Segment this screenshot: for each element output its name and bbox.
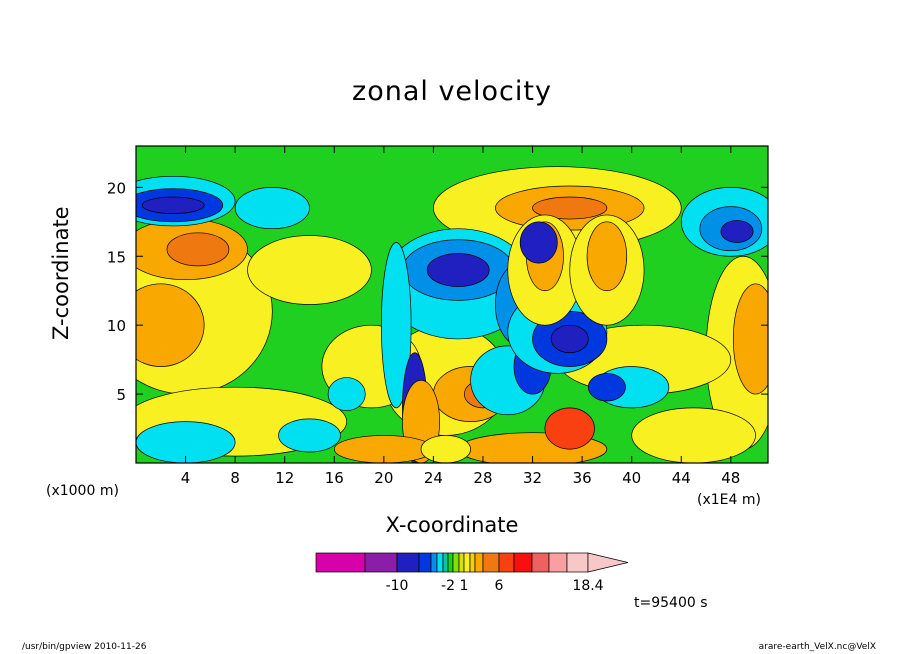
x-tick-label: 4 xyxy=(181,469,191,487)
field-contour-27 xyxy=(720,220,754,243)
colorbar-swatch xyxy=(396,552,420,573)
field-contour-39 xyxy=(519,221,558,264)
x-unit-right-label: (x1E4 m) xyxy=(697,492,761,508)
y-axis: 5 10 15 20 xyxy=(107,179,768,404)
colorbar-swatch xyxy=(469,552,476,573)
field-contour-16 xyxy=(278,418,341,453)
colorbar-swatch xyxy=(436,552,444,573)
field-contour-30 xyxy=(426,253,490,287)
field-contour-49 xyxy=(327,377,366,411)
colorbar-swatch xyxy=(513,552,533,573)
field-contour-47 xyxy=(544,407,595,450)
field-contour-48 xyxy=(420,435,471,463)
field-contour-42 xyxy=(381,242,412,409)
field-contour-20 xyxy=(587,373,626,402)
y-axis-label: Z-coordinate xyxy=(49,206,73,340)
colorbar-swatch xyxy=(418,552,432,573)
field-contour-36 xyxy=(550,324,589,354)
x-axis-label: X-coordinate xyxy=(0,513,904,537)
field-contour-23 xyxy=(141,196,205,214)
x-tick-label: 40 xyxy=(622,469,641,487)
x-tick-label: 8 xyxy=(230,469,240,487)
x-tick-label: 16 xyxy=(325,469,344,487)
colorbar-swatch xyxy=(458,552,465,573)
colorbar-label: 1 xyxy=(460,578,469,594)
field-contour-41 xyxy=(586,221,628,292)
colorbar-swatch xyxy=(463,552,471,573)
colorbar-swatch xyxy=(315,552,366,573)
field-contour-1 xyxy=(136,283,205,367)
x-tick-label: 28 xyxy=(473,469,492,487)
x-unit-label: (x1000 m) xyxy=(46,483,119,499)
x-tick-label: 32 xyxy=(523,469,542,487)
x-tick-label: 36 xyxy=(573,469,592,487)
field-contour-24 xyxy=(234,186,310,230)
x-tick-label: 12 xyxy=(275,469,294,487)
field-contour-12 xyxy=(732,283,768,395)
colorbar-swatch xyxy=(548,552,568,573)
colorbar-swatch xyxy=(452,552,460,573)
y-tick-label: 5 xyxy=(116,386,126,404)
chart-title: zonal velocity xyxy=(352,76,552,107)
colorbar-label: 18.4 xyxy=(572,578,603,594)
field-contour-3 xyxy=(166,232,230,267)
colorbar-swatch xyxy=(430,552,438,573)
colorbar-swatch xyxy=(498,552,515,573)
footer-right: arare-earth_VelX.nc@VelX xyxy=(758,642,876,652)
colorbar-swatch xyxy=(447,552,454,573)
time-label: t=95400 s xyxy=(634,595,708,611)
colorbar-swatch xyxy=(364,552,398,573)
footer-left: /usr/bin/gpview 2010-11-26 xyxy=(22,642,147,652)
y-tick-label: 10 xyxy=(107,317,126,335)
y-tick-label: 15 xyxy=(107,248,126,266)
field-contour-17 xyxy=(631,407,756,463)
x-tick-label: 24 xyxy=(424,469,443,487)
plot-frame xyxy=(135,145,769,464)
y-tick-label: 20 xyxy=(107,179,126,197)
colorbar-swatch xyxy=(482,552,500,573)
x-axis: 4 8 12 16 20 24 28 32 36 40 44 48 xyxy=(181,146,740,487)
colorbar-swatch xyxy=(531,552,550,573)
colorbar: -10 -2 1 6 18.4 xyxy=(315,552,629,594)
colorbar-label: -10 xyxy=(386,578,409,594)
x-tick-label: 20 xyxy=(374,469,393,487)
colorbar-label: 6 xyxy=(495,578,504,594)
colorbar-label: -2 xyxy=(441,578,455,594)
field-contour-10 xyxy=(532,196,608,220)
x-tick-label: 48 xyxy=(721,469,740,487)
velocity-field xyxy=(136,146,768,463)
colorbar-swatch xyxy=(566,552,589,573)
x-axis-label-text: X-coordinate xyxy=(385,513,519,537)
colorbar-swatch xyxy=(474,552,484,573)
x-tick-label: 44 xyxy=(672,469,691,487)
colorbar-arrow xyxy=(587,552,629,573)
field-contour-4 xyxy=(247,235,372,305)
colorbar-swatch xyxy=(442,552,449,573)
